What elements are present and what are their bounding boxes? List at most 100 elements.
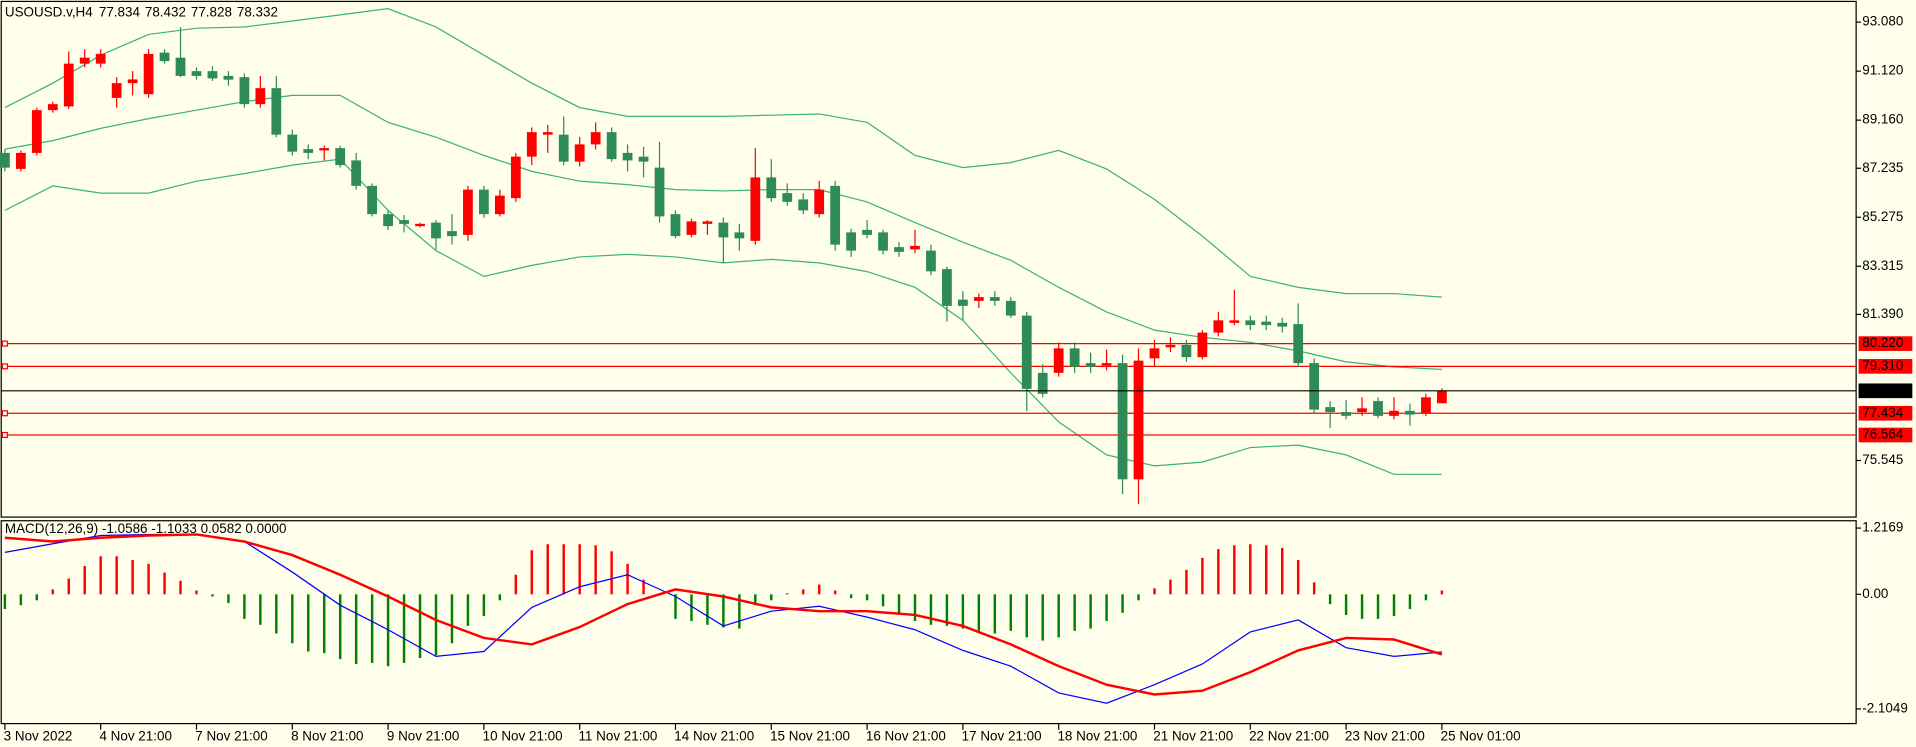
histogram-bar — [706, 594, 709, 625]
histogram-bar — [338, 594, 342, 660]
histogram-bar — [83, 566, 86, 595]
x-tick-label: 7 Nov 21:00 — [195, 729, 267, 744]
x-tick-label: 22 Nov 21:00 — [1249, 729, 1329, 744]
histogram-bar — [35, 594, 39, 601]
candle-body — [303, 149, 314, 153]
y-tick-label: 93.080 — [1862, 14, 1903, 29]
candle-body — [447, 231, 457, 237]
histogram-bar — [1137, 594, 1140, 601]
price-label: 80.220 — [1862, 335, 1903, 350]
candle-body — [1133, 360, 1144, 480]
histogram-bar — [1089, 594, 1092, 629]
line-anchor — [1, 363, 8, 370]
histogram-bar — [1185, 569, 1188, 595]
candle-body — [79, 57, 90, 64]
histogram-bar — [674, 594, 677, 619]
histogram-bar — [881, 594, 885, 607]
candle-body — [1245, 320, 1256, 326]
histogram-bar — [1249, 544, 1252, 595]
candle-body — [1149, 348, 1160, 359]
candle-body — [1261, 321, 1272, 326]
histogram-bar — [434, 594, 438, 656]
y-tick-label: 83.315 — [1862, 258, 1903, 273]
histogram-bar — [211, 594, 214, 597]
candle-body — [0, 152, 10, 168]
histogram-bar — [961, 594, 965, 629]
histogram-bar — [546, 544, 549, 595]
x-tick-label: 21 Nov 21:00 — [1153, 729, 1233, 744]
histogram-bar — [482, 594, 486, 617]
histogram-bar — [3, 594, 7, 610]
candle-body — [654, 167, 665, 217]
indicator-line — [4, 158, 1442, 475]
candle-body — [1021, 315, 1032, 389]
candle-body — [638, 156, 649, 162]
candle-body — [1165, 344, 1176, 348]
candle-body — [47, 104, 58, 111]
candle-body — [1213, 320, 1224, 333]
candle-body — [558, 134, 569, 162]
x-tick-label: 8 Nov 21:00 — [291, 729, 363, 744]
histogram-bar — [1280, 548, 1284, 595]
candle-body — [606, 132, 617, 160]
candle-body — [942, 269, 952, 306]
x-tick-label: 15 Nov 21:00 — [770, 729, 850, 744]
histogram-bar — [833, 590, 837, 595]
histogram-bar — [307, 594, 310, 652]
histogram-bar — [929, 594, 933, 625]
y-tick-label: 0.00 — [1862, 586, 1888, 601]
candle-body — [1357, 408, 1367, 413]
candle-body — [622, 152, 633, 161]
y-tick-label: 75.545 — [1862, 452, 1903, 467]
histogram-bar — [1105, 594, 1108, 622]
candle-body — [702, 221, 713, 224]
y-tick-label: 91.120 — [1862, 63, 1903, 78]
histogram-bar — [945, 594, 949, 626]
price-label: 77.434 — [1862, 405, 1904, 420]
candle-body — [223, 75, 234, 80]
price-label-box — [1858, 427, 1913, 443]
x-tick-label: 14 Nov 21:00 — [674, 729, 754, 744]
histogram-bar — [19, 594, 23, 606]
candle-body — [479, 189, 489, 215]
histogram-bar — [1073, 594, 1076, 631]
low-value: 77.828 — [191, 4, 232, 19]
candle-body — [239, 77, 250, 105]
candle-body — [830, 185, 841, 245]
candle-body — [175, 57, 186, 76]
candle-body — [989, 297, 1000, 301]
candle-body — [718, 222, 729, 238]
candle-body — [335, 148, 346, 166]
candle-body — [526, 132, 537, 157]
candle-body — [1085, 363, 1096, 367]
y-tick-label: 85.275 — [1862, 209, 1903, 224]
candle-body — [1325, 407, 1336, 413]
x-tick-label: 16 Nov 21:00 — [866, 729, 946, 744]
y-tick-label: 89.160 — [1862, 112, 1903, 127]
candle-body — [127, 79, 138, 84]
candle-body — [207, 71, 218, 79]
high-value: 78.432 — [145, 4, 186, 19]
candle-body — [191, 71, 202, 76]
histogram-bar — [1041, 594, 1044, 641]
x-tick-label: 9 Nov 21:00 — [387, 729, 459, 744]
histogram-bar — [770, 594, 773, 601]
histogram-bar — [722, 594, 725, 628]
candle-body — [1277, 322, 1288, 327]
histogram-bar — [1169, 579, 1172, 595]
candle-body — [958, 299, 968, 306]
candle-body — [111, 83, 122, 98]
candle-body — [351, 160, 362, 186]
candle-body — [862, 229, 872, 235]
x-tick-label: 23 Nov 21:00 — [1345, 729, 1425, 744]
histogram-bar — [1296, 560, 1300, 595]
candle-body — [910, 245, 920, 250]
candle-body — [1341, 412, 1351, 416]
candle-body — [31, 110, 42, 153]
histogram-bar — [865, 594, 869, 601]
candle-body — [1069, 348, 1080, 367]
x-tick-label: 3 Nov 2022 — [4, 729, 73, 744]
line-anchor — [1, 431, 8, 439]
candle-body — [1293, 324, 1304, 364]
